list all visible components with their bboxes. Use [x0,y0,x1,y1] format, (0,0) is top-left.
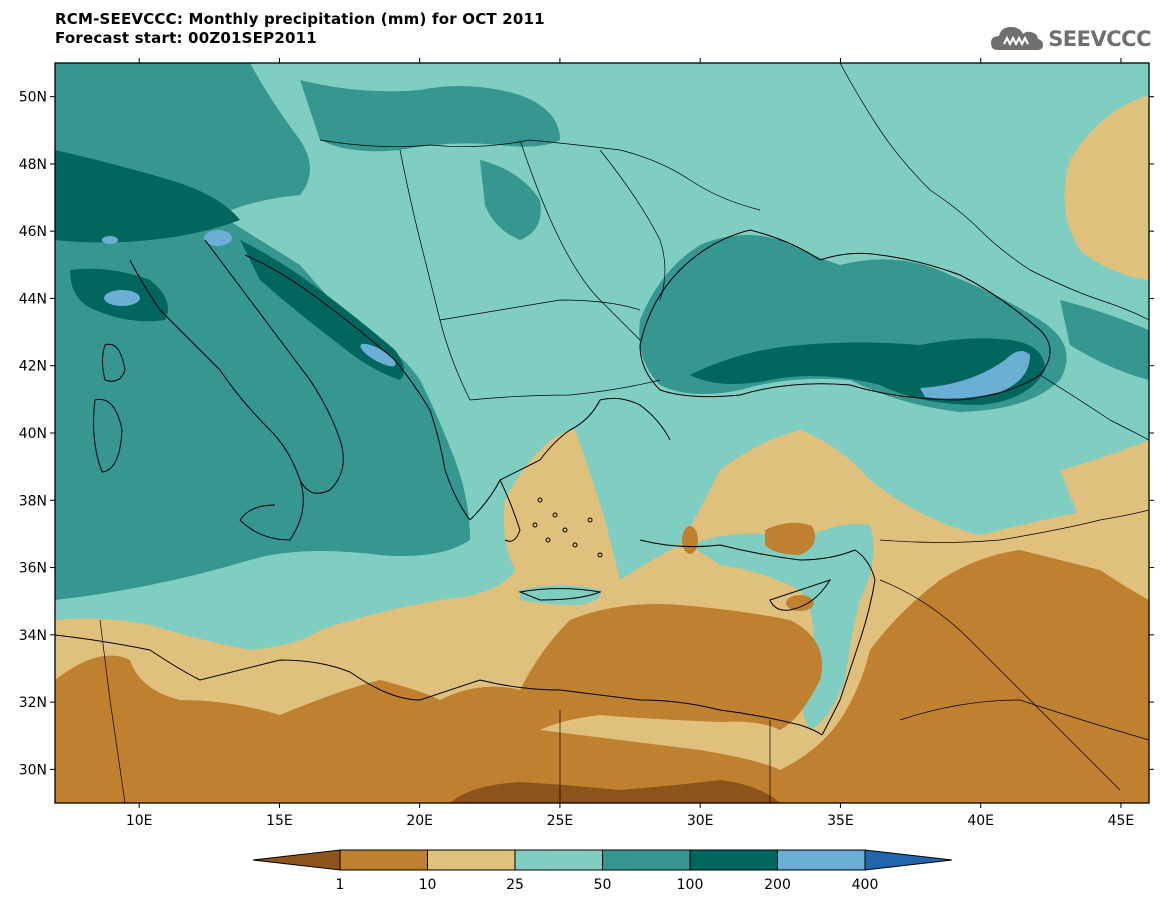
longitude-axis: 10E 15E 20E 25E 30E 35E 40E 45E [126,58,1134,829]
colorbar-swatch [777,849,866,871]
lat-tick-label: 36N [19,561,47,577]
lat-tick-label: 40N [19,426,47,442]
field-50-100-carpathian [480,160,541,240]
colorbar-swatch [689,849,778,871]
colorbar-swatch [514,849,603,871]
country-borders [99,63,1149,803]
colorbar-label: 10 [419,877,437,893]
lat-tick-label: 50N [19,90,47,106]
colorbar-label: 200 [764,877,791,893]
colorbar-label: 50 [594,877,612,893]
colorbar-label: 100 [677,877,704,893]
colorbar: 1 10 25 50 100 200 400 [252,849,953,893]
map-title: RCM-SEEVCCC: Monthly precipitation (mm) … [55,10,545,28]
field-200-400-dalmatia [360,343,396,367]
lon-tick-label: 45E [1108,813,1135,829]
latitude-axis: 30N 32N 34N 36N 38N 40N 42N 44N 46N 48N 50N [19,90,1154,778]
colorbar-swatch [864,849,953,871]
lon-tick-label: 25E [547,813,574,829]
cloud-icon [991,27,1044,50]
field-10-25-northeast [1064,95,1149,280]
colorbar-swatch [252,849,341,871]
field-200-400-alps [204,230,232,246]
colorbar-label: 1 [336,877,345,893]
field-1-10-cyprus [786,595,814,611]
lat-tick-label: 46N [19,224,47,240]
map-subtitle: Forecast start: 00Z01SEP2011 [55,29,317,47]
seevccc-logo: SEEVCCC [990,24,1151,54]
coastlines [55,229,1051,736]
colorbar-swatch [339,849,428,871]
field-below-1 [450,780,780,803]
lat-tick-label: 32N [19,695,47,711]
colorbar-label: 25 [506,877,524,893]
field-200-400-alps-small [102,236,118,244]
field-50-100-caucasus [1060,300,1149,380]
lat-tick-label: 42N [19,359,47,375]
lat-tick-label: 48N [19,157,47,173]
field-50-100-alps [300,80,560,152]
lon-tick-label: 15E [266,813,293,829]
field-100-200-alps [55,150,240,243]
lon-tick-label: 30E [687,813,714,829]
logo-text: SEEVCCC [1048,27,1151,51]
lat-tick-label: 38N [19,493,47,509]
lon-tick-label: 35E [827,813,854,829]
map-field [55,63,1149,803]
colorbar-swatch [427,849,516,871]
field-1-10-aegean [682,526,698,554]
colorbar-swatch [602,849,691,871]
field-25-50-levant [690,524,874,730]
field-1-10-anatolia [765,522,816,555]
lat-tick-label: 34N [19,628,47,644]
lat-tick-label: 30N [19,762,47,778]
lon-tick-label: 10E [126,813,153,829]
field-200-400-ligurian [104,290,140,306]
lon-tick-label: 40E [967,813,994,829]
field-1-10-south [55,550,1149,803]
lat-tick-label: 44N [19,291,47,307]
colorbar-label: 400 [852,877,879,893]
lon-tick-label: 20E [406,813,433,829]
field-200-400-blacksea [920,351,1030,399]
